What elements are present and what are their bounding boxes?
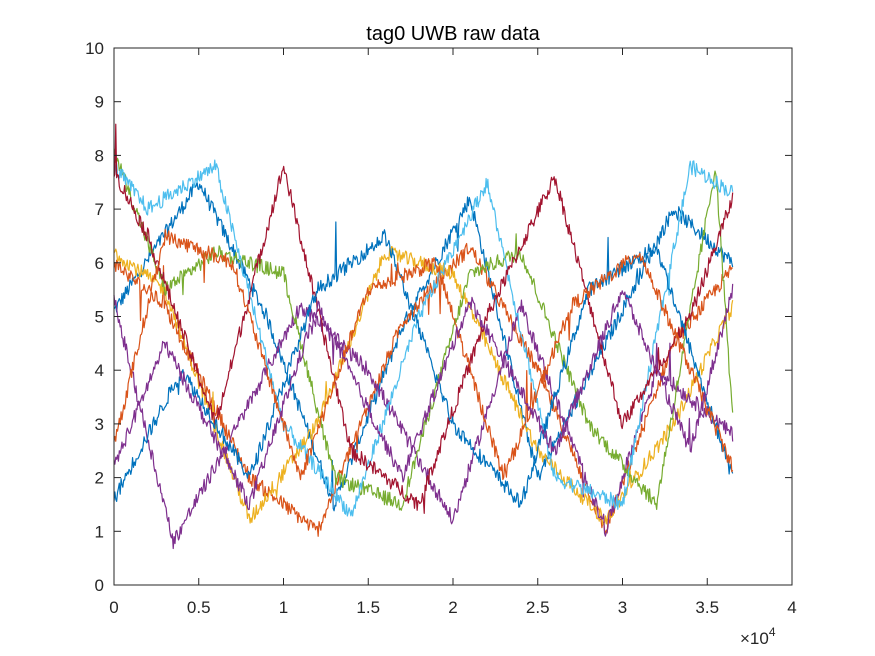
x-tick-label: 2.5 [526,598,550,617]
x-exponent-label: ×104 [740,625,776,648]
y-tick-label: 6 [95,254,104,273]
x-tick-label: 4 [787,598,796,617]
series-line-8 [113,221,734,508]
y-tick-label: 7 [95,200,104,219]
y-tick-label: 9 [95,93,104,112]
series-line-10 [113,283,734,511]
x-tick-label: 1 [279,598,288,617]
x-tick-label: 2 [448,598,457,617]
ticks-layer: 0 0.5 1 1.5 2 2.5 3 3.5 4 0 1 2 3 4 5 6 7 8 9 10 [85,39,797,617]
x-tick-label: 0 [109,598,118,617]
x-exponent-power: 4 [769,625,776,639]
x-tick-label: 1.5 [356,598,380,617]
y-tick-label: 10 [85,39,104,58]
y-tick-label: 3 [95,415,104,434]
y-tick-label: 2 [95,469,104,488]
series-line-9 [113,228,734,481]
y-tick-label: 4 [95,361,104,380]
y-tick-label: 8 [95,146,104,165]
y-tick-label: 1 [95,522,104,541]
series-line-6 [113,159,734,517]
y-tick-label: 5 [95,308,104,327]
series-line-3 [113,246,734,526]
chart-title: tag0 UWB raw data [366,23,540,45]
x-tick-label: 3.5 [695,598,719,617]
series-line-4 [113,294,734,550]
y-tick-label: 0 [95,576,104,595]
series-line-7 [113,123,734,514]
series-line-5 [113,148,734,511]
x-tick-label: 0.5 [187,598,211,617]
x-tick-label: 3 [618,598,627,617]
series-line-1 [113,181,734,512]
x-exponent-base: ×10 [740,629,769,648]
series-layer [113,123,734,550]
